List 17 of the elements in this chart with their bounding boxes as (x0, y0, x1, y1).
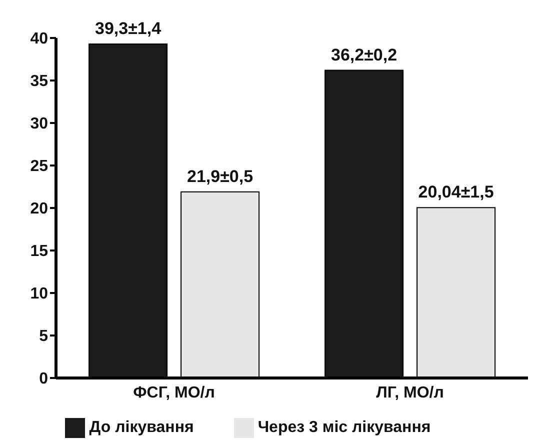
y-tick-label: 25 (30, 158, 48, 176)
y-tick-label: 35 (30, 73, 48, 90)
y-tick-label: 10 (30, 286, 48, 303)
y-tick-label: 15 (30, 243, 48, 260)
y-tick-label: 5 (39, 328, 48, 346)
legend-label: Через 3 міс лікування (258, 419, 431, 436)
y-tick-label: 20 (30, 200, 48, 218)
data-label: 20,04±1,5 (418, 182, 494, 202)
legend-label: До лікування (89, 419, 194, 436)
y-tick-label: 40 (30, 30, 48, 48)
data-label: 21,9±0,5 (187, 166, 254, 186)
x-tick-label: ФСГ, МО/л (133, 384, 215, 402)
x-tick-label: ЛГ, МО/л (376, 384, 444, 402)
y-tick-label: 30 (30, 116, 48, 133)
y-tick-label: 0 (39, 370, 48, 388)
data-label: 39,3±1,4 (95, 18, 162, 38)
data-label: 36,2±0,2 (331, 45, 398, 64)
